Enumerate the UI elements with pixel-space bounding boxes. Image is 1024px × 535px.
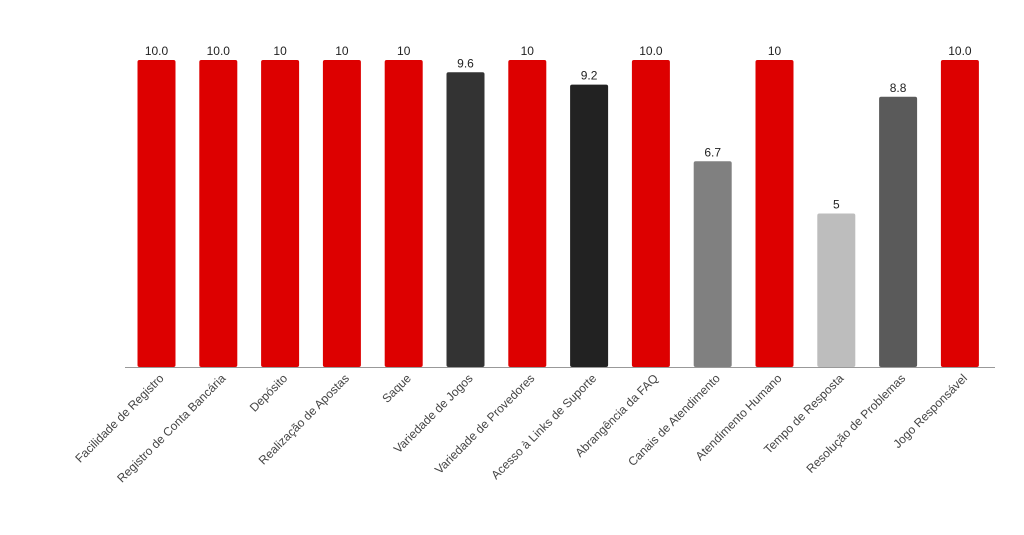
category-label-5: Saque — [379, 371, 414, 406]
value-label-1: 10.0 — [145, 44, 169, 58]
bar-2 — [199, 60, 238, 367]
value-label-7: 10 — [521, 44, 535, 58]
category-label-7: Variedade de Provedores — [432, 371, 538, 477]
value-label-8: 9.2 — [581, 69, 598, 83]
value-label-14: 10.0 — [948, 44, 972, 58]
bar-11 — [755, 60, 794, 367]
bar-7 — [508, 60, 547, 367]
value-label-9: 10.0 — [639, 44, 663, 58]
value-label-12: 5 — [833, 198, 840, 212]
bar-6 — [446, 72, 485, 368]
value-label-13: 8.8 — [890, 81, 907, 95]
bar-3 — [261, 60, 300, 367]
bar-10 — [693, 161, 732, 367]
bar-14 — [940, 60, 979, 367]
bar-4 — [322, 60, 361, 367]
value-label-3: 10 — [273, 44, 287, 58]
category-label-13: Resolução de Problemas — [804, 371, 909, 476]
bars-layer — [137, 60, 979, 368]
category-label-2: Registro de Conta Bancária — [114, 371, 228, 485]
value-label-11: 10 — [768, 44, 782, 58]
value-labels-layer: 10.0 10.0 10 10 10 9.6 10 9.2 10.0 6.7 10 5 8.8 10.0 — [145, 44, 972, 212]
bar-8 — [570, 84, 609, 367]
value-label-10: 6.7 — [704, 145, 721, 159]
value-label-2: 10.0 — [207, 44, 231, 58]
category-label-3: Depósito — [247, 371, 291, 415]
bar-13 — [879, 96, 918, 368]
bar-1 — [137, 60, 176, 367]
value-label-4: 10 — [335, 44, 349, 58]
value-label-6: 9.6 — [457, 56, 474, 70]
category-label-8: Acesso à Links de Suporte — [488, 371, 599, 482]
bar-12 — [817, 213, 856, 367]
value-label-5: 10 — [397, 44, 411, 58]
bar-5 — [384, 60, 423, 367]
bar-9 — [631, 60, 670, 367]
